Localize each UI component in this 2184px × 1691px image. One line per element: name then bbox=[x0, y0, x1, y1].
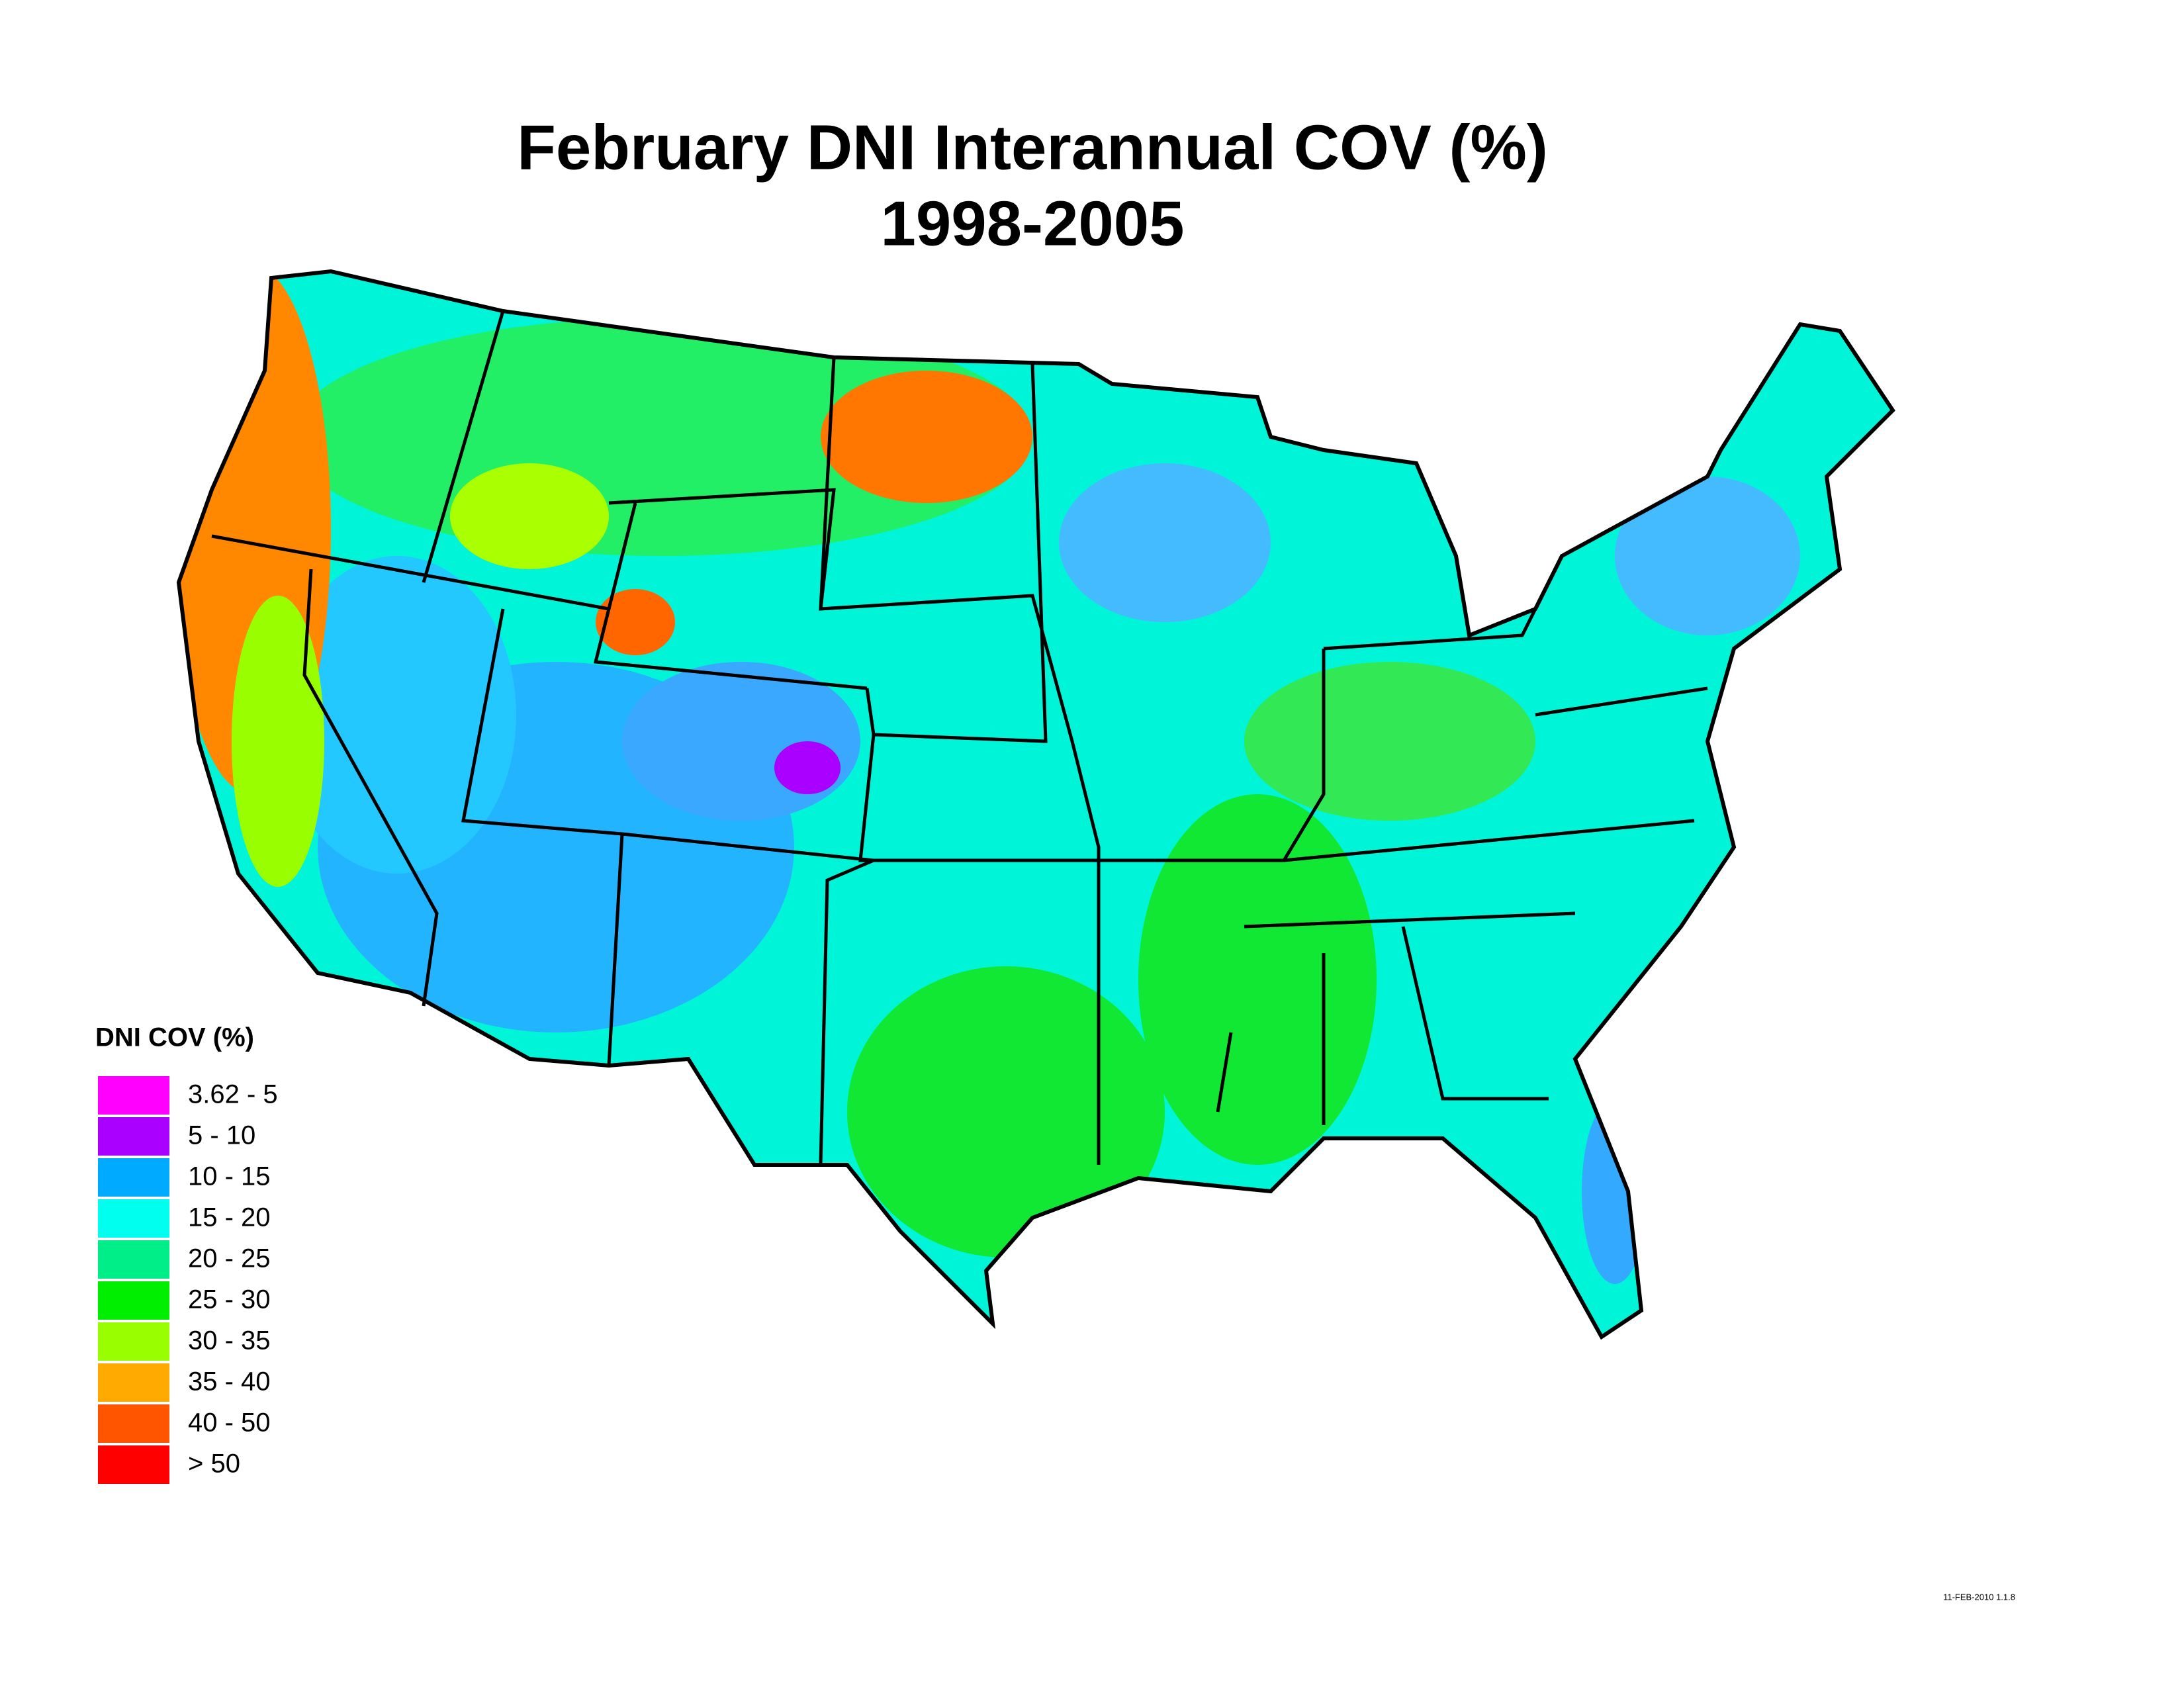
region-great-basin bbox=[278, 556, 516, 874]
region-north-dakota bbox=[821, 371, 1032, 503]
legend-swatch bbox=[98, 1240, 169, 1279]
state-lines bbox=[211, 310, 1708, 1165]
legend-label: 30 - 35 bbox=[188, 1326, 271, 1355]
region-idaho bbox=[450, 463, 609, 569]
region-ohio-valley bbox=[1244, 662, 1535, 821]
legend-swatch bbox=[98, 1076, 169, 1115]
legend-label: 40 - 50 bbox=[188, 1408, 271, 1438]
map-subtitle: 1998-2005 bbox=[880, 188, 1184, 259]
region-purple-spot bbox=[774, 741, 841, 794]
legend-swatch bbox=[98, 1363, 169, 1402]
region-wyoming bbox=[596, 589, 675, 655]
legend-label: 5 - 10 bbox=[188, 1121, 255, 1150]
footer-stamp: 11-FEB-2010 1.1.8 bbox=[1943, 1592, 2015, 1602]
legend-swatch bbox=[98, 1158, 169, 1197]
legend-label: 15 - 20 bbox=[188, 1203, 271, 1232]
us-map bbox=[132, 238, 1985, 1377]
region-mississippi bbox=[1138, 794, 1377, 1165]
legend-swatch bbox=[98, 1117, 169, 1156]
legend-label: 20 - 25 bbox=[188, 1244, 271, 1273]
legend-title: DNI COV (%) bbox=[95, 1023, 254, 1052]
legend-swatch bbox=[98, 1322, 169, 1361]
legend-swatch bbox=[98, 1445, 169, 1484]
legend-label: 25 - 30 bbox=[188, 1285, 271, 1314]
legend-swatch bbox=[98, 1199, 169, 1238]
region-florida bbox=[1582, 1099, 1648, 1284]
legend-label: 35 - 40 bbox=[188, 1367, 271, 1396]
region-upper-midwest bbox=[1059, 463, 1271, 622]
legend-swatch bbox=[98, 1404, 169, 1443]
region-california bbox=[232, 596, 324, 887]
legend: 3.62 - 5 5 - 10 10 - 15 15 - 20 20 - 25 25 - … bbox=[98, 1076, 278, 1484]
region-texas bbox=[847, 966, 1165, 1257]
map-title: February DNI Interannual COV (%) bbox=[517, 112, 1548, 183]
legend-label: 3.62 - 5 bbox=[188, 1080, 278, 1109]
region-northeast bbox=[1615, 477, 1800, 635]
legend-swatch bbox=[98, 1281, 169, 1320]
legend-label: 10 - 15 bbox=[188, 1162, 271, 1191]
legend-label: > 50 bbox=[188, 1449, 240, 1479]
